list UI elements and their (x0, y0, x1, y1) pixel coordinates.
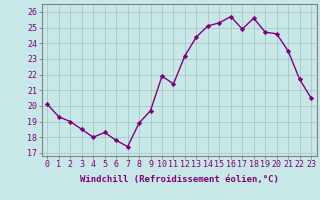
X-axis label: Windchill (Refroidissement éolien,°C): Windchill (Refroidissement éolien,°C) (80, 175, 279, 184)
